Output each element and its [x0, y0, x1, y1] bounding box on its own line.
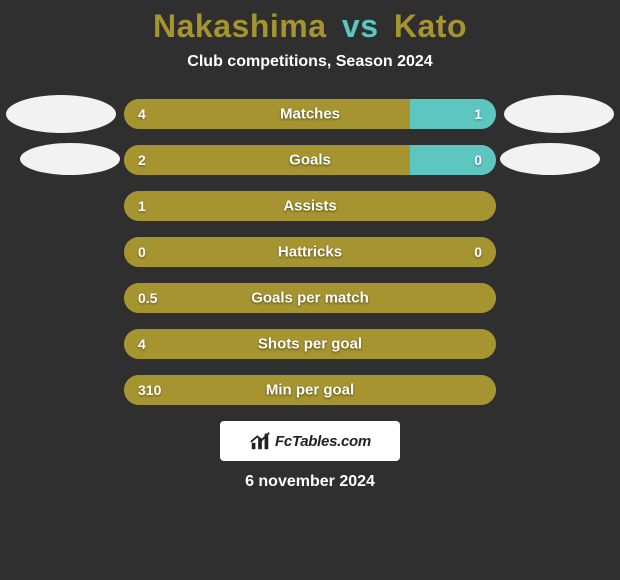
player1-avatar: [6, 95, 116, 133]
stat-label: Goals per match: [124, 290, 496, 307]
stat-row: 00Hattricks: [124, 237, 496, 267]
vs-text: vs: [342, 8, 379, 44]
stat-row: 4Shots per goal: [124, 329, 496, 359]
stat-label: Matches: [124, 106, 496, 123]
player2-avatar: [504, 95, 614, 133]
comparison-block: 41Matches 20Goals 1Assists 00Hattricks 0.5Go…: [0, 99, 620, 405]
chart-icon: [249, 430, 271, 452]
player2-name: Kato: [394, 8, 467, 44]
subtitle: Club competitions, Season 2024: [0, 53, 620, 71]
stat-label: Shots per goal: [124, 336, 496, 353]
infographic-container: Nakashima vs Kato Club competitions, Sea…: [0, 0, 620, 580]
stat-row: 1Assists: [124, 191, 496, 221]
player1-name: Nakashima: [153, 8, 326, 44]
date-text: 6 november 2024: [0, 473, 620, 491]
title: Nakashima vs Kato: [0, 8, 620, 45]
stat-row: 310Min per goal: [124, 375, 496, 405]
logo-box: FcTables.com: [220, 421, 400, 461]
stat-row: 41Matches: [124, 99, 496, 129]
stat-row: 20Goals: [124, 145, 496, 175]
stat-label: Hattricks: [124, 244, 496, 261]
stat-label: Goals: [124, 152, 496, 169]
stat-label: Min per goal: [124, 382, 496, 399]
stat-bars: 41Matches 20Goals 1Assists 00Hattricks 0.5Go…: [124, 99, 496, 405]
stat-label: Assists: [124, 198, 496, 215]
player1-avatar-secondary: [20, 143, 120, 175]
logo-text: FcTables.com: [275, 433, 371, 450]
stat-row: 0.5Goals per match: [124, 283, 496, 313]
player2-avatar-secondary: [500, 143, 600, 175]
